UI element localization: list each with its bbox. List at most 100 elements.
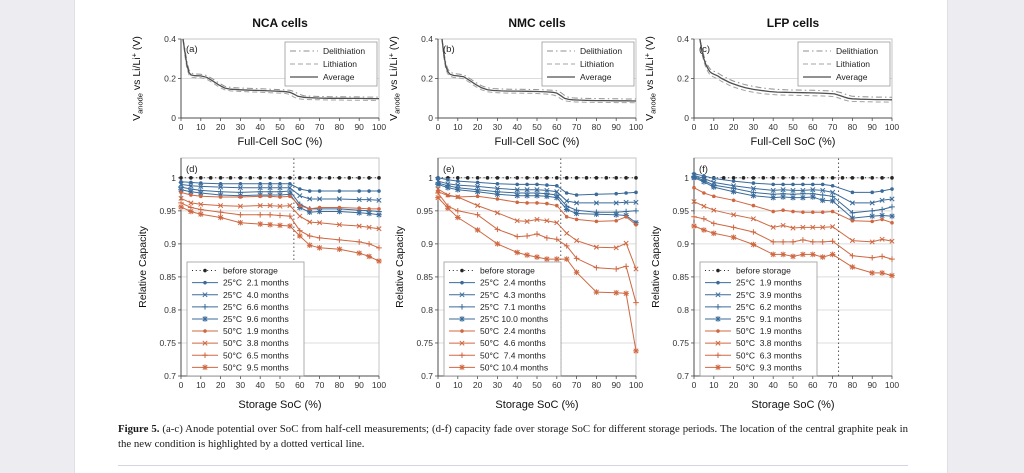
legend: Delithiation Lithiation Average bbox=[284, 41, 378, 87]
legend: Delithiation Lithiation Average bbox=[541, 41, 635, 87]
svg-text:50°C 4.6 months: 50°C 4.6 months bbox=[480, 338, 546, 348]
svg-text:70: 70 bbox=[828, 122, 838, 132]
svg-text:0: 0 bbox=[179, 380, 184, 390]
svg-text:25°C 9.6 months: 25°C 9.6 months bbox=[223, 314, 289, 324]
svg-text:90: 90 bbox=[354, 122, 364, 132]
series-average bbox=[699, 38, 893, 101]
svg-text:30: 30 bbox=[749, 380, 759, 390]
series-50-c-10.4-months bbox=[435, 194, 639, 354]
series-delithiation bbox=[182, 38, 379, 98]
svg-text:0.9: 0.9 bbox=[677, 239, 689, 249]
svg-text:Average: Average bbox=[323, 72, 355, 82]
svg-text:10: 10 bbox=[453, 122, 463, 132]
svg-text:25°C 2.1 months: 25°C 2.1 months bbox=[223, 278, 289, 288]
axes: 0 10 20 30 40 50 60 70 80 90 100 0.7 0.75 0.8 0.85 0.9 0… bbox=[416, 158, 643, 390]
svg-text:0.8: 0.8 bbox=[677, 305, 689, 315]
svg-text:50: 50 bbox=[275, 380, 285, 390]
series-50-c-3.8-months bbox=[691, 199, 895, 245]
svg-text:10: 10 bbox=[709, 380, 719, 390]
svg-text:25°C 1.9 months: 25°C 1.9 months bbox=[736, 278, 802, 288]
series-25-c-9.1-months bbox=[691, 175, 895, 221]
svg-text:25°C 9.1 months: 25°C 9.1 months bbox=[736, 314, 802, 324]
chart-anode-potential-nmc: 0 10 20 30 40 50 60 70 80 90 100 0 0.2 0.4 (b) NMC cell… bbox=[387, 16, 644, 148]
svg-text:50°C 10.4 months: 50°C 10.4 months bbox=[480, 362, 548, 372]
series-lithiation bbox=[699, 38, 893, 103]
svg-text:30: 30 bbox=[493, 122, 503, 132]
svg-text:90: 90 bbox=[611, 122, 621, 132]
svg-text:25°C 3.9 months: 25°C 3.9 months bbox=[736, 290, 802, 300]
svg-text:25°C 4.0 months: 25°C 4.0 months bbox=[223, 290, 289, 300]
svg-text:100: 100 bbox=[372, 380, 386, 390]
svg-text:60: 60 bbox=[808, 122, 818, 132]
page-separator-line bbox=[118, 465, 908, 466]
series-50-c-9.3-months bbox=[691, 223, 895, 279]
svg-text:50: 50 bbox=[788, 122, 798, 132]
svg-text:25°C 6.2 months: 25°C 6.2 months bbox=[736, 302, 802, 312]
panel-label: (f) bbox=[699, 164, 708, 175]
svg-text:50°C 7.4 months: 50°C 7.4 months bbox=[480, 350, 546, 360]
paper-page: 0 10 20 30 40 50 60 70 80 90 100 0 0.2 0.4 (a) NCA cell… bbox=[74, 0, 948, 473]
legend: before storage 25°C 1.9 months 25°C 3.9 mo… bbox=[699, 261, 818, 377]
series-50-c-3.8-months bbox=[178, 195, 382, 232]
svg-text:90: 90 bbox=[611, 380, 621, 390]
svg-text:40: 40 bbox=[255, 122, 265, 132]
series-25-c-10.0-months bbox=[435, 181, 639, 226]
x-axis-label: Full-Cell SoC (%) bbox=[495, 136, 580, 148]
svg-text:50: 50 bbox=[275, 122, 285, 132]
svg-text:40: 40 bbox=[255, 380, 265, 390]
svg-text:60: 60 bbox=[295, 122, 305, 132]
series-50-c-4.6-months bbox=[435, 186, 639, 272]
svg-text:30: 30 bbox=[236, 122, 246, 132]
svg-text:0: 0 bbox=[179, 122, 184, 132]
series-50-c-1.9-months bbox=[179, 190, 381, 211]
svg-text:80: 80 bbox=[848, 380, 858, 390]
svg-text:100: 100 bbox=[629, 380, 643, 390]
y-axis-label: Vanode vs Li/Li+ (V) bbox=[643, 36, 658, 121]
svg-text:0: 0 bbox=[436, 380, 441, 390]
svg-text:0.8: 0.8 bbox=[421, 305, 433, 315]
svg-text:80: 80 bbox=[335, 122, 345, 132]
svg-text:60: 60 bbox=[552, 122, 562, 132]
svg-text:Delithiation: Delithiation bbox=[836, 46, 878, 56]
y-axis-label: Vanode vs Li/Li+ (V) bbox=[130, 36, 145, 121]
svg-text:80: 80 bbox=[848, 122, 858, 132]
svg-text:0.9: 0.9 bbox=[421, 239, 433, 249]
series-25-c-4.0-months bbox=[178, 181, 382, 203]
svg-text:25°C 6.6 months: 25°C 6.6 months bbox=[223, 302, 289, 312]
svg-text:25°C 10.0 months: 25°C 10.0 months bbox=[480, 314, 548, 324]
svg-text:50: 50 bbox=[532, 122, 542, 132]
series-delithiation bbox=[441, 38, 636, 100]
svg-text:0.7: 0.7 bbox=[164, 371, 176, 381]
svg-text:Delithiation: Delithiation bbox=[323, 46, 365, 56]
svg-text:90: 90 bbox=[867, 122, 877, 132]
svg-text:10: 10 bbox=[196, 380, 206, 390]
svg-text:0.8: 0.8 bbox=[164, 305, 176, 315]
svg-text:70: 70 bbox=[315, 122, 325, 132]
svg-text:before storage: before storage bbox=[223, 266, 278, 276]
chart-title: LFP cells bbox=[767, 16, 820, 30]
svg-text:0: 0 bbox=[692, 122, 697, 132]
svg-text:60: 60 bbox=[295, 380, 305, 390]
svg-text:20: 20 bbox=[473, 380, 483, 390]
svg-text:0.95: 0.95 bbox=[416, 206, 433, 216]
series-25-c-6.2-months bbox=[691, 173, 895, 216]
legend: before storage 25°C 2.1 months 25°C 4.0 mo… bbox=[186, 261, 305, 377]
series-50-c-2.4-months bbox=[436, 189, 638, 227]
axes: 0 10 20 30 40 50 60 70 80 90 100 0 0.2 0.4 bbox=[164, 34, 386, 132]
y-axis-label: Relative Capacity bbox=[650, 225, 662, 307]
series-50-c-9.5-months bbox=[178, 204, 382, 264]
svg-text:0: 0 bbox=[171, 113, 176, 123]
series-25-c-2.1-months bbox=[179, 179, 381, 193]
svg-text:0.85: 0.85 bbox=[416, 272, 433, 282]
svg-text:Delithiation: Delithiation bbox=[580, 46, 622, 56]
svg-text:25°C 7.1 months: 25°C 7.1 months bbox=[480, 302, 546, 312]
svg-text:20: 20 bbox=[729, 380, 739, 390]
svg-text:Lithiation: Lithiation bbox=[323, 59, 357, 69]
series-50-c-1.9-months bbox=[692, 185, 894, 225]
svg-text:20: 20 bbox=[729, 122, 739, 132]
svg-text:50: 50 bbox=[788, 380, 798, 390]
svg-text:30: 30 bbox=[236, 380, 246, 390]
svg-text:20: 20 bbox=[216, 122, 226, 132]
series-50-c-7.4-months bbox=[435, 190, 639, 306]
series-50-c-6.5-months bbox=[178, 200, 382, 251]
